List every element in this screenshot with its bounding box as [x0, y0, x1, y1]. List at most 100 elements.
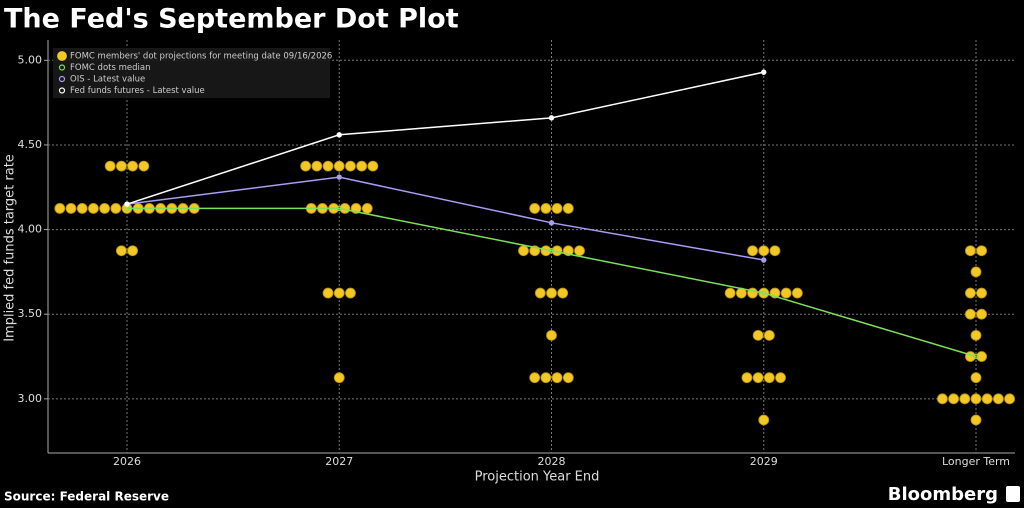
dot	[311, 160, 323, 172]
brand: Bloomberg	[888, 484, 998, 505]
legend-swatch	[58, 64, 66, 71]
y-tick-label: 4.50	[18, 138, 43, 151]
dot	[948, 393, 959, 405]
dot	[333, 287, 345, 299]
point	[761, 290, 767, 296]
legend-label: Fed funds futures - Latest value	[70, 86, 205, 96]
point	[336, 205, 342, 212]
dot	[345, 287, 356, 299]
line	[126, 176, 764, 261]
dot	[970, 372, 982, 384]
dot	[959, 393, 971, 405]
dot	[752, 372, 764, 384]
legend-label: FOMC members' dot projections for meetin…	[70, 52, 332, 62]
dot	[540, 372, 552, 384]
dot	[110, 203, 122, 214]
point	[548, 115, 555, 121]
dot	[300, 160, 312, 172]
dot	[557, 287, 569, 299]
dot	[724, 287, 736, 299]
legend-label: FOMC dots median	[70, 63, 150, 73]
dot	[127, 160, 139, 172]
source: Source: Federal Reserve	[4, 490, 169, 504]
dot	[367, 160, 379, 172]
x-tick-label: 2028	[538, 455, 566, 468]
dot	[758, 414, 770, 426]
dot	[322, 287, 334, 299]
dot	[534, 287, 546, 299]
dot	[529, 372, 541, 384]
dot	[976, 351, 987, 362]
dot	[747, 245, 758, 257]
dot	[562, 372, 574, 384]
dot	[981, 393, 993, 405]
legend-swatch	[58, 75, 66, 83]
dot	[763, 372, 775, 384]
dot	[965, 245, 976, 257]
dot	[322, 160, 334, 172]
dot	[562, 203, 574, 214]
dot	[104, 160, 116, 172]
dot	[1004, 393, 1015, 405]
dot	[937, 393, 948, 405]
point	[548, 220, 555, 226]
dot	[976, 287, 987, 299]
dot	[791, 287, 803, 299]
dot	[551, 372, 563, 384]
dot	[970, 266, 982, 278]
y-tick-label: 4.00	[18, 223, 43, 236]
y-tick-label: 3.50	[18, 307, 43, 320]
dot	[758, 245, 770, 257]
dot	[769, 245, 781, 257]
dot	[965, 287, 976, 299]
point	[973, 353, 979, 360]
dot	[356, 160, 368, 172]
point	[548, 248, 555, 254]
point	[761, 257, 767, 263]
line	[127, 207, 977, 358]
x-axis-label: Projection Year End	[475, 470, 600, 485]
dot	[333, 372, 345, 384]
dot	[540, 203, 552, 214]
x-tick-label: 2027	[325, 455, 353, 468]
dot	[345, 160, 356, 172]
dot	[529, 203, 541, 214]
dot	[970, 393, 982, 405]
y-axis-label: Implied fed funds target rate	[3, 154, 18, 342]
dot	[752, 329, 764, 341]
dot	[551, 203, 563, 214]
dot	[780, 287, 792, 299]
dot	[546, 329, 557, 341]
dot	[993, 393, 1004, 405]
dot	[518, 245, 529, 257]
dot	[99, 203, 110, 214]
chart-title: The Fed's September Dot Plot	[4, 4, 459, 35]
legend-swatch	[57, 51, 67, 61]
legend-box	[53, 48, 330, 98]
dot	[76, 203, 88, 214]
x-tick-label: 2026	[113, 455, 141, 468]
dot	[970, 329, 982, 341]
dot	[116, 245, 127, 257]
point	[761, 69, 767, 75]
dot	[116, 160, 127, 172]
brand-icon	[1006, 486, 1020, 502]
legend-label: OIS - Latest value	[70, 75, 145, 85]
point	[336, 132, 342, 138]
line	[126, 71, 764, 205]
dot	[970, 414, 982, 426]
dot	[741, 372, 753, 384]
dot	[333, 160, 345, 172]
dot	[976, 308, 987, 320]
dot	[976, 245, 987, 257]
dot	[546, 287, 557, 299]
point	[336, 174, 342, 180]
dot	[361, 203, 373, 214]
dot	[965, 308, 976, 320]
dot	[127, 245, 139, 257]
dot	[763, 329, 775, 341]
dot	[775, 372, 786, 384]
x-tick-label: Longer Term	[942, 455, 1010, 468]
legend: FOMC members' dot projections for meetin…	[53, 48, 332, 98]
